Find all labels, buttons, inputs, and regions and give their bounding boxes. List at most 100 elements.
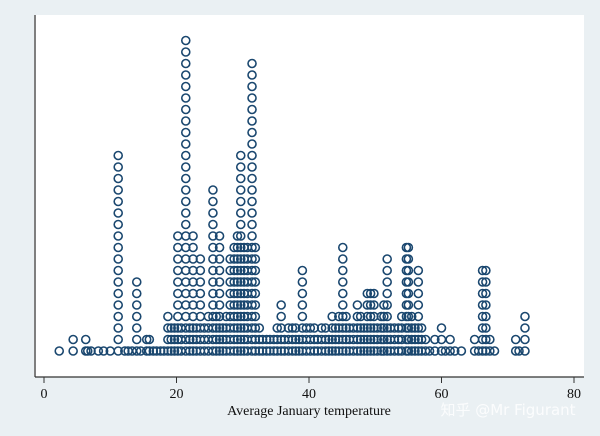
dot bbox=[481, 311, 491, 322]
dot bbox=[232, 242, 243, 253]
dot bbox=[166, 334, 176, 345]
dot bbox=[214, 254, 225, 264]
dot bbox=[113, 311, 123, 322]
dot bbox=[382, 277, 392, 287]
dot bbox=[369, 300, 379, 310]
dot bbox=[382, 300, 392, 310]
dot bbox=[180, 93, 191, 103]
dot bbox=[195, 254, 206, 264]
dot bbox=[410, 323, 420, 333]
dot bbox=[359, 334, 369, 345]
dot bbox=[382, 288, 392, 299]
dot bbox=[247, 150, 257, 161]
dot bbox=[250, 265, 261, 276]
dot bbox=[180, 116, 191, 126]
dot bbox=[235, 288, 246, 299]
dot bbox=[403, 311, 414, 322]
dot bbox=[54, 346, 65, 356]
dot bbox=[276, 311, 286, 322]
dot bbox=[113, 254, 123, 264]
dot bbox=[247, 70, 257, 80]
dot bbox=[247, 208, 257, 218]
dot bbox=[229, 300, 239, 310]
dot bbox=[410, 334, 420, 345]
dot bbox=[413, 288, 424, 299]
dot bbox=[208, 208, 218, 218]
dot bbox=[214, 346, 225, 356]
x-tick-label: 0 bbox=[41, 387, 48, 402]
dot bbox=[68, 346, 78, 356]
dot bbox=[436, 323, 447, 333]
dot bbox=[247, 173, 257, 184]
dot bbox=[337, 242, 348, 253]
dot bbox=[208, 277, 218, 287]
dot bbox=[379, 323, 389, 333]
dot bbox=[379, 311, 389, 322]
dot bbox=[208, 231, 218, 241]
dot bbox=[355, 311, 366, 322]
dot bbox=[287, 346, 298, 356]
dot bbox=[113, 185, 123, 195]
dot bbox=[355, 334, 366, 345]
dot bbox=[208, 346, 218, 356]
dot bbox=[169, 323, 180, 333]
dot bbox=[235, 346, 246, 356]
dot bbox=[337, 311, 348, 322]
dot bbox=[214, 300, 225, 310]
dot bbox=[247, 277, 257, 287]
dot bbox=[131, 311, 142, 322]
dot bbox=[235, 162, 246, 172]
dot bbox=[510, 334, 521, 345]
dot bbox=[188, 242, 198, 253]
dot bbox=[406, 334, 417, 345]
dot bbox=[235, 265, 246, 276]
dot bbox=[297, 311, 308, 322]
dot bbox=[396, 346, 407, 356]
dot bbox=[520, 323, 530, 333]
dot bbox=[208, 265, 218, 276]
dot bbox=[214, 265, 225, 276]
x-ticks bbox=[43, 377, 575, 383]
dot bbox=[113, 300, 123, 310]
dot bbox=[113, 242, 123, 253]
dot bbox=[449, 346, 460, 356]
dot bbox=[229, 334, 239, 345]
dot bbox=[359, 323, 369, 333]
dot bbox=[247, 300, 257, 310]
x-tick-label: 20 bbox=[170, 387, 184, 402]
dot bbox=[424, 346, 435, 356]
dot bbox=[337, 300, 348, 310]
dot bbox=[163, 334, 173, 345]
dot bbox=[232, 300, 243, 310]
dot bbox=[481, 288, 491, 299]
dot bbox=[247, 231, 257, 241]
dot bbox=[477, 265, 488, 276]
dot bbox=[379, 346, 389, 356]
dot bbox=[337, 254, 348, 264]
dot bbox=[406, 311, 417, 322]
dot bbox=[403, 277, 414, 287]
dot bbox=[403, 265, 414, 276]
dot bbox=[188, 231, 198, 241]
dot bbox=[113, 334, 123, 345]
dot bbox=[247, 104, 257, 115]
dot bbox=[382, 254, 392, 264]
dot bbox=[481, 334, 491, 345]
dot bbox=[410, 346, 420, 356]
dot bbox=[229, 288, 239, 299]
dot bbox=[169, 346, 180, 356]
dot bbox=[235, 277, 246, 287]
dot bbox=[235, 254, 246, 264]
dot bbox=[166, 346, 176, 356]
dot bbox=[211, 323, 222, 333]
dot bbox=[247, 254, 257, 264]
dot bbox=[180, 173, 191, 184]
dot bbox=[297, 265, 308, 276]
dot bbox=[195, 288, 206, 299]
dot bbox=[477, 277, 488, 287]
dot bbox=[235, 300, 246, 310]
dot bbox=[324, 334, 334, 345]
dot bbox=[68, 334, 78, 345]
dot bbox=[93, 346, 104, 356]
